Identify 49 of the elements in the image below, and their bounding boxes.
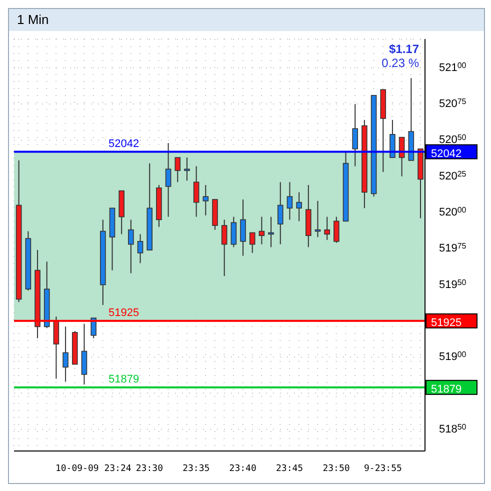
candlestick: [62, 326, 68, 382]
x-tick-label: 23:50: [322, 464, 350, 474]
y-tick-label: 520$^{50}$: [439, 133, 467, 146]
candlestick: [230, 216, 237, 248]
x-tick-label: 9-23:55: [364, 464, 402, 474]
candlestick: [137, 234, 144, 264]
candlestick: [286, 182, 293, 220]
candlestick: [193, 166, 200, 218]
ref-line-label: 51925: [108, 306, 140, 319]
candlestick: [296, 192, 302, 222]
y-tick-label: 519$^{50}$: [439, 278, 467, 291]
candlestick: [390, 119, 396, 158]
annotation: $1.17: [388, 42, 420, 56]
candlestick: [268, 216, 274, 248]
text: 51879: [431, 383, 462, 396]
candlestick: [221, 219, 228, 277]
x-tick-label: 23:45: [276, 464, 304, 474]
ref-line-label: 52042: [108, 138, 140, 150]
candlestick: [277, 182, 284, 245]
y-tick-label: 520$^{25}$: [439, 169, 467, 182]
ref-line-label: 51879: [108, 373, 140, 386]
chart-title: 1 Min: [9, 9, 484, 31]
candlestick: [184, 157, 190, 182]
candlestick: [249, 232, 256, 254]
y-tick-label: 521$^{00}$: [439, 60, 467, 74]
candlestick: [240, 198, 246, 256]
candlestick: [202, 184, 209, 216]
candlestick: [165, 142, 172, 218]
candlestick: [90, 318, 96, 339]
text: 52042: [431, 148, 462, 160]
text: 51925: [431, 316, 462, 329]
annotation: 0.23 %: [382, 56, 420, 70]
candlestick: [258, 216, 265, 245]
candlestick: [53, 316, 60, 380]
y-tick-label: 519$^{75}$: [439, 242, 467, 255]
y-tick-label: 519$^{00}$: [439, 350, 467, 364]
candlestick: [128, 219, 134, 274]
candlestick: [174, 157, 181, 183]
candlestick: [352, 104, 358, 167]
x-tick-label: 23:30: [136, 464, 163, 474]
y-tick-label: 520$^{00}$: [439, 205, 467, 218]
candlestick: [81, 323, 88, 385]
candlestick: [334, 216, 340, 244]
candlestick: [324, 216, 330, 240]
y-tick-label: 520$^{75}$: [439, 97, 467, 110]
x-tick-label: 23:35: [182, 464, 210, 474]
x-tick-label: 10-09-09 23:24: [55, 464, 132, 474]
y-tick-label: 518$^{50}$: [439, 422, 467, 436]
x-tick-label: 23:40: [229, 464, 256, 474]
